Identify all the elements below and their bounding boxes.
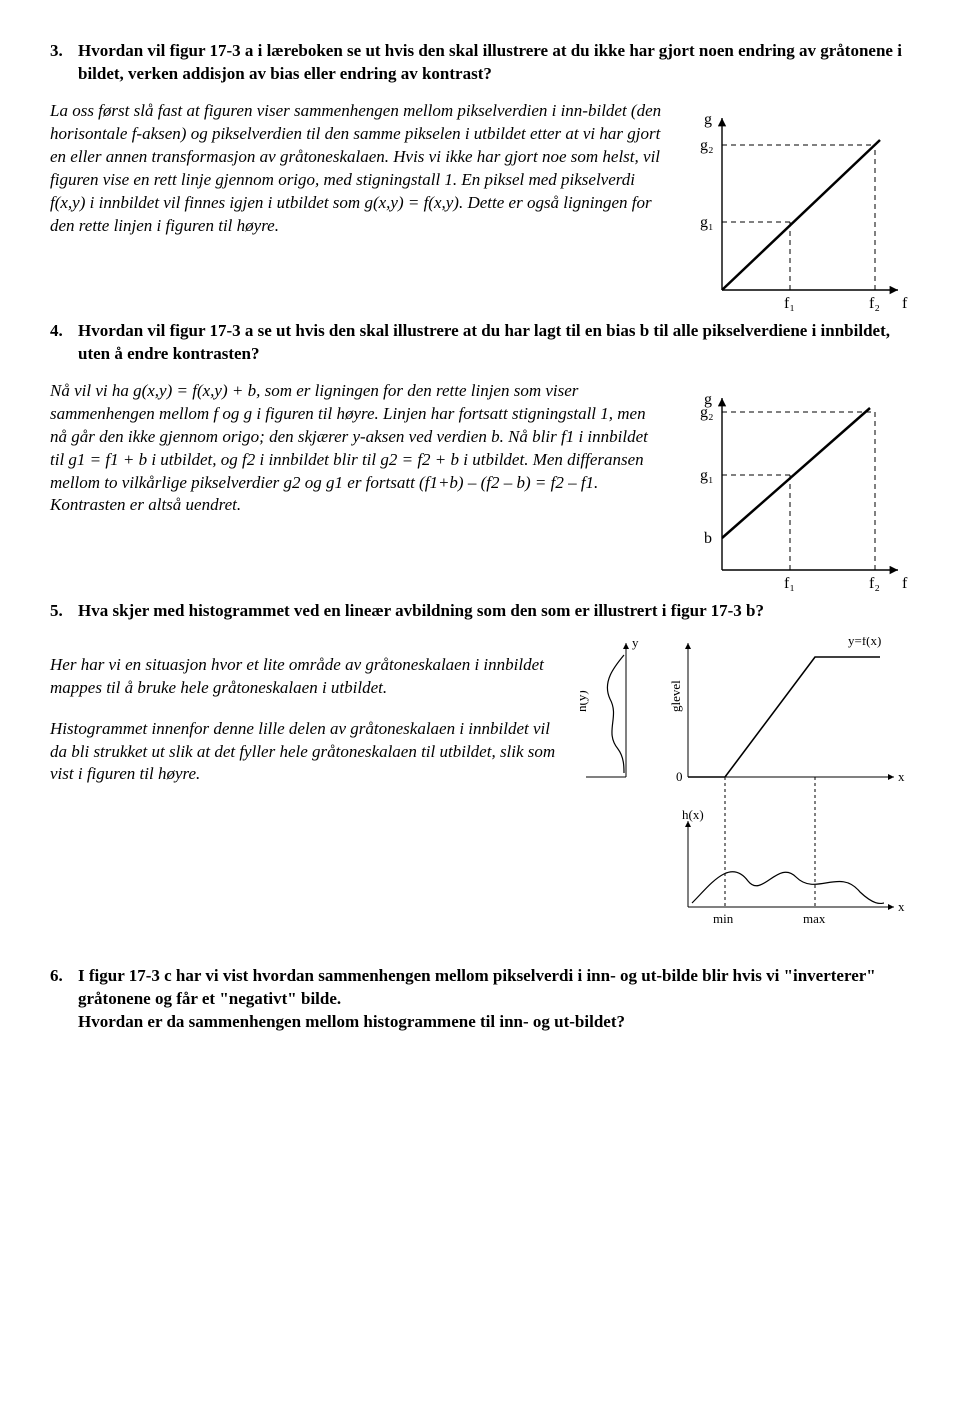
svg-text:f: f [902,575,908,592]
svg-text:0: 0 [676,769,683,784]
q5-answer-row: Her har vi en situasjon hvor et lite omr… [50,637,910,937]
svg-text:f₂: f₂ [869,295,880,312]
q3-answer: La oss først slå fast at figuren viser s… [50,100,664,238]
svg-text:f₂: f₂ [869,575,880,592]
q6-text: I figur 17-3 c har vi vist hvordan samme… [78,965,910,1034]
question-5: 5. Hva skjer med histogrammet ved en lin… [50,600,910,623]
svg-text:h(y): h(y) [580,690,589,712]
q4-answer-row: Nå vil vi ha g(x,y) = f(x,y) + b, som er… [50,380,910,600]
q4-number: 4. [50,320,78,366]
svg-text:g₂: g₂ [700,137,714,154]
svg-text:h(x): h(x) [682,807,704,822]
q3-answer-row: La oss først slå fast at figuren viser s… [50,100,910,320]
q4-answer: Nå vil vi ha g(x,y) = f(x,y) + b, som er… [50,380,664,518]
svg-text:x: x [898,899,905,914]
svg-text:b: b [704,530,712,547]
q5-text: Hva skjer med histogrammet ved en lineær… [78,600,910,623]
q6-line1: I figur 17-3 c har vi vist hvordan samme… [78,966,876,1008]
svg-text:max: max [803,911,826,926]
svg-text:min: min [713,911,734,926]
svg-text:g₁: g₁ [700,214,714,231]
q3-number: 3. [50,40,78,86]
q5-number: 5. [50,600,78,623]
svg-text:glevel: glevel [668,680,683,712]
svg-text:g₂: g₂ [700,404,714,421]
question-3: 3. Hvordan vil figur 17-3 a i læreboken … [50,40,910,86]
q6-number: 6. [50,965,78,1034]
q5-answer-p2: Histogrammet innenfor denne lille delen … [50,718,564,787]
svg-text:f₁: f₁ [784,575,795,592]
svg-text:f: f [902,295,908,312]
q4-text: Hvordan vil figur 17-3 a se ut hvis den … [78,320,910,366]
q4-figure: gg₂g₁bf₁f₂f [680,380,910,600]
question-4: 4. Hvordan vil figur 17-3 a se ut hvis d… [50,320,910,366]
svg-text:y: y [632,637,639,650]
q3-figure: g g₂ g₁ f₁ f₂ f [680,100,910,320]
svg-text:f₁: f₁ [784,295,795,312]
q5-answer-col: Her har vi en situasjon hvor et lite omr… [50,637,564,805]
svg-text:g₁: g₁ [700,467,714,484]
question-6: 6. I figur 17-3 c har vi vist hvordan sa… [50,965,910,1034]
svg-text:g: g [704,111,712,128]
q5-figure: y h(y) glevel 0 y=f(x) x h(x) x min max [580,637,910,937]
q6-line2: Hvordan er da sammenhengen mellom histog… [78,1012,625,1031]
svg-text:y=f(x): y=f(x) [848,637,881,648]
q3-text: Hvordan vil figur 17-3 a i læreboken se … [78,40,910,86]
svg-text:x: x [898,769,905,784]
q5-answer-p1: Her har vi en situasjon hvor et lite omr… [50,654,564,700]
